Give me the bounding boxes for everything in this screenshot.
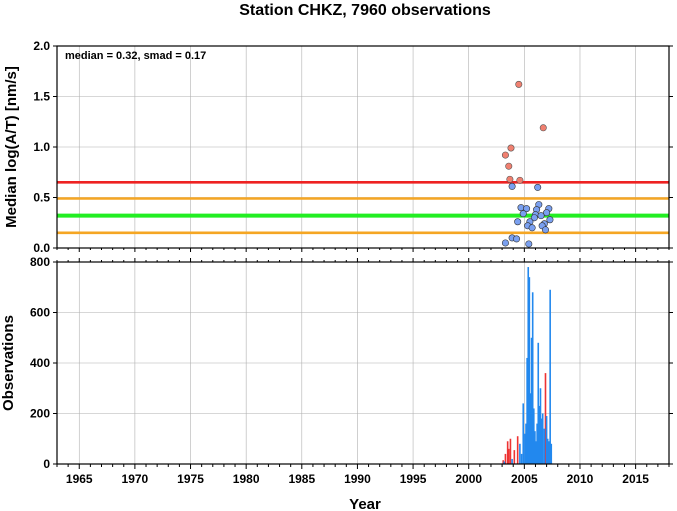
observations-y-ticks: 0 200 400 600 800 [30, 255, 673, 471]
x-tick-label: 2015 [622, 472, 649, 486]
median-panel-grid [57, 45, 669, 249]
inlier-point [541, 226, 549, 234]
y-tick-label: 600 [30, 306, 50, 320]
inlier-bar [548, 441, 550, 464]
y-tick-label: 0.5 [33, 191, 50, 205]
inlier-bar [526, 357, 528, 464]
inlier-point [519, 210, 527, 218]
outlier-point [501, 151, 509, 159]
inlier-bar [540, 418, 543, 464]
inlier-bar [543, 428, 546, 464]
outlier-bar [507, 448, 510, 464]
outlier-bar [513, 450, 516, 464]
inlier-bar [549, 289, 551, 464]
inlier-bar [550, 443, 553, 464]
y-tick-label: 0 [43, 457, 50, 471]
inlier-point [530, 214, 538, 222]
inlier-bar [536, 423, 538, 464]
inlier-point [501, 239, 509, 247]
outlier-point [506, 175, 514, 183]
y-tick-label: 0.0 [33, 241, 50, 255]
inlier-bar [511, 458, 513, 464]
inlier-bar [525, 423, 527, 464]
x-tick-label: 1980 [233, 472, 260, 486]
inlier-bar [545, 416, 548, 464]
y-tick-label: 2.0 [33, 39, 50, 53]
inlier-bar [530, 337, 533, 464]
y-tick-label: 400 [30, 356, 50, 370]
x-tick-label: 1965 [66, 472, 93, 486]
inlier-bar [533, 408, 535, 464]
observation-bars [502, 267, 553, 464]
inlier-bar [534, 431, 536, 464]
x-tick-label: 1975 [177, 472, 204, 486]
y-tick-label: 1.0 [33, 140, 50, 154]
inlier-bar [529, 393, 532, 464]
y-tick-label: 200 [30, 407, 50, 421]
inlier-point [523, 205, 531, 213]
inlier-bar [531, 292, 534, 464]
observations-panel-grid [57, 261, 669, 465]
inlier-bar [535, 441, 537, 464]
x-tick-label: 1990 [344, 472, 371, 486]
outlier-bar [516, 436, 519, 464]
outlier-bar [506, 441, 509, 464]
inlier-bar [546, 438, 549, 464]
y-tick-label: 1.5 [33, 90, 50, 104]
inlier-point [525, 240, 533, 248]
inlier-bar [538, 405, 541, 464]
median-y-ticks: 0.0 0.5 1.0 1.5 2.0 [33, 39, 673, 255]
outlier-bar [544, 373, 547, 464]
reference-lines [57, 181, 669, 235]
inlier-bar [503, 461, 506, 464]
inlier-bar [524, 433, 526, 464]
inlier-bar [519, 443, 521, 464]
median-annotation: median = 0.32, smad = 0.17 [65, 50, 206, 62]
inlier-bar [541, 413, 544, 464]
x-tick-label: 2005 [511, 472, 538, 486]
x-tick-label: 2000 [455, 472, 482, 486]
median-panel: 0.0 0.5 1.0 1.5 2.0 median = 0.32, smad = 0.… [3, 39, 673, 255]
inlier-point [537, 212, 545, 220]
inlier-point [513, 235, 521, 243]
chart-title: Station CHKZ, 7960 observations [239, 2, 491, 19]
x-tick-label: 1995 [400, 472, 427, 486]
outlier-point [505, 162, 513, 170]
inlier-point [528, 224, 536, 232]
outlier-point [507, 144, 515, 152]
inlier-point [508, 182, 516, 190]
inlier-bar [522, 403, 525, 464]
inlier-point [514, 218, 522, 226]
outlier-bar [502, 460, 505, 464]
year-x-ticks: 1965 1970 1975 1980 1985 1990 1995 2000 2005 2010… [56, 248, 670, 486]
outlier-point [515, 80, 523, 88]
inlier-bar [539, 388, 542, 464]
year-x-axis-label: Year [349, 496, 381, 511]
x-tick-label: 2010 [567, 472, 594, 486]
inlier-bar [520, 453, 523, 464]
inlier-bar [527, 267, 530, 464]
x-tick-label: 1985 [288, 472, 315, 486]
observations-y-axis-label: Observations [0, 315, 17, 411]
outlier-bar [509, 438, 512, 464]
inlier-bar [528, 277, 531, 464]
inlier-point [534, 183, 542, 191]
inlier-point [543, 209, 551, 217]
x-tick-label: 1970 [122, 472, 149, 486]
y-tick-label: 800 [30, 255, 50, 269]
median-y-axis-label: Median log(A/T) [nm/s] [3, 66, 20, 228]
inlier-bar [537, 342, 540, 464]
scatter-points [501, 80, 554, 248]
outlier-point [516, 176, 524, 184]
outlier-point [539, 124, 547, 132]
inlier-point [546, 216, 554, 224]
outlier-bar [504, 453, 507, 464]
